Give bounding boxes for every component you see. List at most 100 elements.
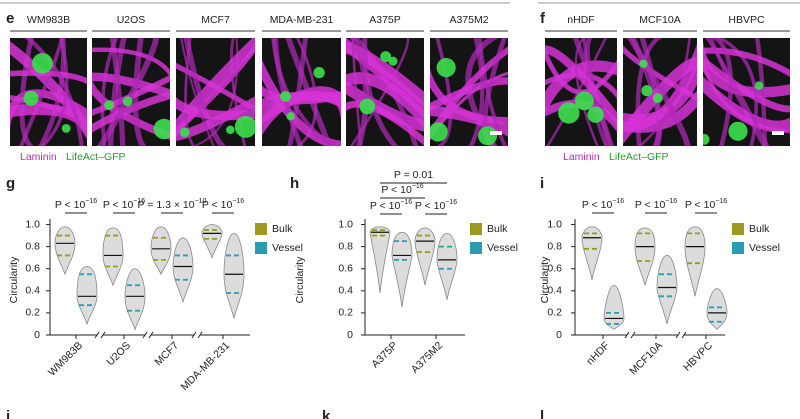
vessel bbox=[346, 72, 424, 129]
image-content bbox=[262, 38, 341, 146]
x-tick-label: A375P bbox=[369, 340, 400, 371]
y-tick-label: 0 bbox=[347, 329, 353, 341]
p-value-text: P < 10 bbox=[370, 200, 401, 212]
panel-label: f bbox=[540, 10, 546, 27]
image-content bbox=[703, 38, 790, 146]
vessel bbox=[285, 38, 333, 146]
legend-swatch bbox=[470, 223, 482, 235]
p-value-text: P < 10 bbox=[381, 184, 412, 196]
cell bbox=[436, 58, 456, 78]
cell bbox=[280, 91, 292, 102]
vessel bbox=[626, 38, 691, 146]
vessel bbox=[262, 59, 341, 146]
x-tick-label: U2OS bbox=[104, 340, 133, 369]
axis-break bbox=[148, 331, 154, 339]
y-tick-label: 0.8 bbox=[338, 240, 353, 252]
p-value: P < 10−16 bbox=[381, 183, 423, 196]
image-title: HBVPC bbox=[728, 14, 765, 26]
micrograph bbox=[92, 38, 170, 146]
image-content bbox=[623, 38, 697, 146]
vessel bbox=[97, 38, 159, 146]
axis-break bbox=[197, 331, 203, 339]
vessel bbox=[176, 38, 255, 138]
micrograph bbox=[262, 38, 341, 146]
cell bbox=[641, 85, 653, 97]
violin bbox=[391, 231, 413, 308]
x-tick-label: WM983B bbox=[46, 340, 85, 379]
image-title: A375M2 bbox=[449, 14, 488, 26]
vessel bbox=[703, 57, 790, 134]
violin bbox=[124, 268, 146, 331]
axis-break bbox=[142, 331, 148, 339]
cell bbox=[380, 51, 392, 63]
cell bbox=[359, 98, 376, 115]
legend-swatch bbox=[732, 223, 744, 235]
panel-label: g bbox=[6, 175, 15, 192]
legend-swatch bbox=[255, 242, 267, 254]
axis-break bbox=[681, 331, 687, 339]
violin bbox=[76, 266, 98, 326]
cell bbox=[430, 122, 448, 142]
vessel bbox=[477, 38, 508, 146]
p-value-exponent: −16 bbox=[133, 198, 145, 205]
y-tick-label: 0.4 bbox=[338, 285, 353, 297]
vessel bbox=[40, 38, 69, 146]
y-tick-label: 0.2 bbox=[25, 307, 40, 319]
y-tick-label: 1.0 bbox=[338, 218, 353, 230]
image-title: nHDF bbox=[567, 14, 594, 26]
y-tick-label: 0.4 bbox=[547, 285, 562, 297]
cell bbox=[61, 123, 71, 133]
vessel bbox=[482, 38, 507, 146]
axis-break bbox=[94, 331, 100, 339]
axis-break-gap bbox=[145, 332, 151, 338]
panel-label: k bbox=[322, 408, 331, 419]
violin bbox=[603, 284, 625, 331]
cell bbox=[728, 121, 748, 141]
legend-swatch bbox=[255, 223, 267, 235]
cell bbox=[558, 102, 580, 124]
vessel bbox=[712, 38, 734, 146]
micrograph bbox=[176, 38, 255, 146]
violin bbox=[102, 227, 124, 287]
legend-label: Vessel bbox=[749, 242, 780, 254]
p-value: P < 10−16 bbox=[582, 198, 624, 211]
y-tick-label: 0.2 bbox=[547, 307, 562, 319]
vessel bbox=[430, 105, 508, 137]
p-value: P < 10−16 bbox=[635, 198, 677, 211]
vessel bbox=[468, 38, 485, 146]
x-tick-label: MCF10A bbox=[627, 340, 665, 378]
axis-break bbox=[100, 331, 106, 339]
cell bbox=[23, 90, 39, 106]
violin bbox=[684, 226, 706, 297]
p-value-text: P < 10 bbox=[582, 199, 613, 211]
p-value: P < 10−16 bbox=[685, 198, 727, 211]
p-value-text: P < 10 bbox=[415, 200, 446, 212]
y-axis-label: Circularity bbox=[8, 256, 20, 303]
vessel bbox=[545, 46, 617, 95]
cell bbox=[226, 125, 235, 135]
violin bbox=[414, 227, 436, 286]
cell bbox=[313, 66, 325, 79]
violin bbox=[172, 237, 194, 304]
axis-break bbox=[624, 331, 630, 339]
p-value: P = 0.01 bbox=[394, 169, 433, 181]
panel-label: e bbox=[6, 10, 14, 27]
y-tick-label: 0.6 bbox=[547, 262, 562, 274]
vessel bbox=[10, 103, 87, 139]
axis-break bbox=[191, 331, 197, 339]
image-content bbox=[346, 38, 424, 146]
legend-label: Bulk bbox=[272, 223, 293, 235]
legend-label: Vessel bbox=[487, 242, 518, 254]
vessel bbox=[350, 38, 369, 146]
legend-label: Vessel bbox=[272, 242, 303, 254]
y-tick-label: 0 bbox=[556, 329, 562, 341]
p-value-text: P = 0.01 bbox=[394, 169, 433, 181]
y-tick-label: 1.0 bbox=[547, 218, 562, 230]
p-value: P = 1.3 × 10−10 bbox=[138, 198, 207, 211]
micrograph bbox=[430, 38, 508, 146]
violin bbox=[436, 232, 458, 300]
stain-label: Laminin bbox=[20, 151, 57, 163]
image-title: MDA-MB-231 bbox=[270, 14, 334, 26]
p-value-text: P < 10 bbox=[55, 199, 86, 211]
